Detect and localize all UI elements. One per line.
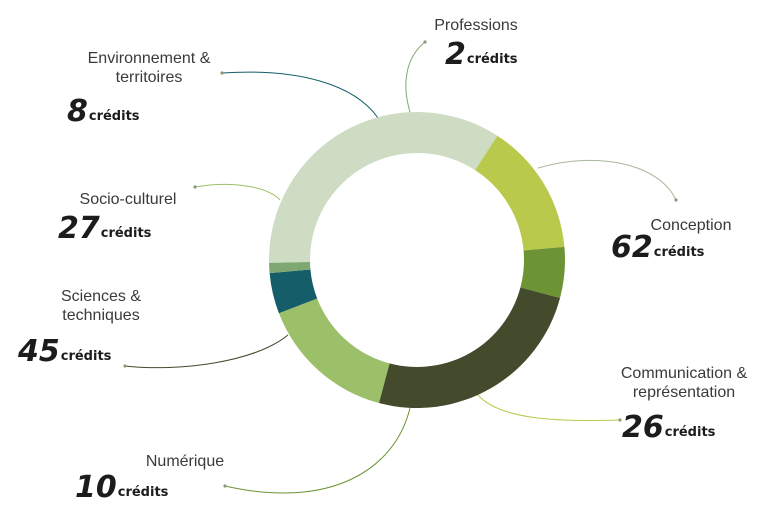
slice-environnement-territoires: [269, 269, 318, 314]
connector-end-conception: [674, 198, 678, 202]
unit-num-rique: crédits: [118, 485, 169, 500]
label-communication-repr-sentation: Communication & représentation: [621, 365, 748, 401]
value-num-rique: 10: [75, 470, 117, 505]
unit-socio-culturel: crédits: [101, 226, 152, 241]
connector-end-communication-repr-sentation: [618, 418, 622, 422]
value-environnement-territoires: 8: [67, 94, 88, 129]
value-professions: 2: [445, 37, 466, 72]
connector-lines: [123, 40, 678, 494]
label-environnement-territoires: Environnement & territoires: [88, 50, 211, 86]
donut-slices: [269, 112, 566, 408]
connector-end-sciences-techniques: [123, 364, 127, 368]
connector-communication-repr-sentation: [477, 394, 621, 422]
value-communication-repr-sentation: 26: [622, 410, 664, 445]
unit-communication-repr-sentation: crédits: [665, 425, 716, 440]
unit-conception: crédits: [654, 245, 705, 260]
value-socio-culturel: 27: [58, 211, 100, 246]
label-sciences-techniques: Sciences & techniques: [61, 288, 141, 324]
connector-sciences-techniques: [124, 334, 289, 369]
unit-professions: crédits: [467, 52, 518, 67]
connector-end-num-rique: [223, 484, 227, 488]
slice-professions: [269, 262, 311, 274]
slice-num-rique: [520, 246, 566, 299]
connector-environnement-territoires: [221, 71, 379, 119]
label-socio-culturel: Socio-culturel: [80, 191, 177, 208]
connector-num-rique: [224, 407, 411, 494]
slice-sciences-techniques: [378, 287, 561, 408]
value-sciences-techniques: 45: [17, 334, 60, 369]
slice-conception: [269, 112, 498, 263]
label-num-rique: Numérique: [146, 453, 224, 470]
slice-communication-repr-sentation: [475, 135, 565, 251]
connector-professions: [405, 41, 426, 113]
connector-socio-culturel: [194, 183, 281, 201]
label-conception: Conception: [651, 217, 732, 234]
connector-end-socio-culturel: [193, 185, 197, 189]
value-conception: 62: [611, 230, 653, 265]
connector-conception: [537, 159, 677, 201]
connector-end-professions: [423, 40, 427, 44]
slice-socio-culturel: [278, 298, 390, 404]
unit-environnement-territoires: crédits: [89, 109, 140, 124]
connector-end-environnement-territoires: [220, 71, 224, 75]
unit-sciences-techniques: crédits: [61, 349, 112, 364]
label-professions: Professions: [434, 17, 518, 34]
